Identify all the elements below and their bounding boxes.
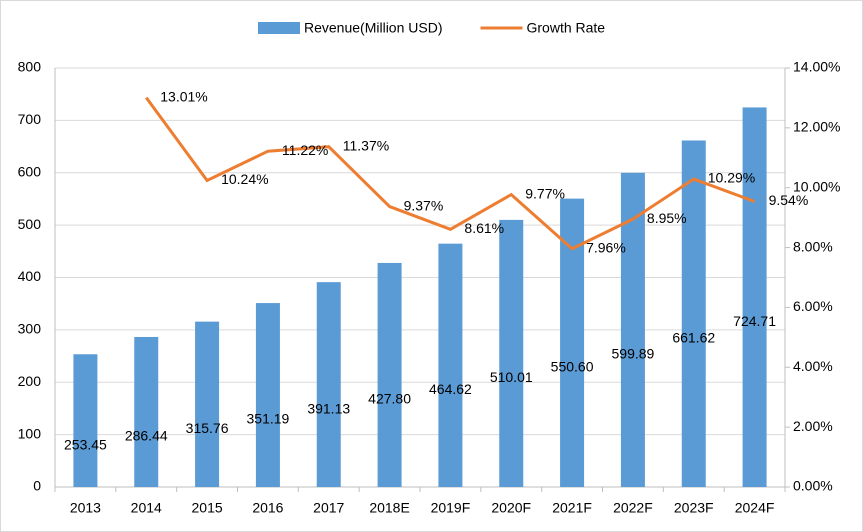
y-tick-label: 400 [18, 268, 42, 284]
data-label: 253.45 [64, 436, 107, 452]
data-label: 391.13 [307, 400, 350, 416]
bar [377, 262, 402, 487]
x-tick-label: 2022F [613, 500, 653, 516]
data-label: 10.24% [221, 171, 268, 187]
data-label: 8.95% [647, 210, 687, 226]
data-label: 724.71 [733, 313, 776, 329]
legend-label: Growth Rate [527, 20, 606, 36]
y2-tick-label: 12.00% [793, 119, 840, 135]
y2-tick-label: 6.00% [793, 298, 833, 314]
y-tick-label: 0 [33, 478, 41, 494]
legend-swatch [258, 22, 300, 34]
x-tick-label: 2020F [491, 500, 531, 516]
data-label: 13.01% [160, 88, 207, 104]
data-label: 7.96% [586, 239, 626, 255]
data-label: 315.76 [186, 420, 229, 436]
data-label: 10.29% [708, 170, 755, 186]
y-tick-label: 800 [18, 59, 42, 75]
y-tick-label: 600 [18, 163, 42, 179]
data-label: 8.61% [464, 220, 504, 236]
data-label: 351.19 [247, 411, 290, 427]
bar [499, 219, 524, 487]
y-tick-label: 700 [18, 111, 42, 127]
bar [438, 243, 463, 487]
data-label: 550.60 [551, 359, 594, 375]
y-tick-label: 100 [18, 425, 42, 441]
data-label: 9.77% [525, 185, 565, 201]
x-tick-label: 2017 [313, 500, 344, 516]
x-tick-label: 2014 [131, 500, 162, 516]
y2-tick-label: 14.00% [793, 59, 840, 75]
bar [316, 282, 341, 487]
y2-tick-label: 8.00% [793, 238, 833, 254]
x-tick-label: 2024F [735, 500, 775, 516]
data-label: 427.80 [368, 391, 411, 407]
x-tick-label: 2016 [252, 500, 283, 516]
x-tick-label: 2015 [192, 500, 223, 516]
bar [255, 303, 280, 487]
legend-label: Revenue(Million USD) [304, 20, 443, 36]
y-tick-label: 300 [18, 321, 42, 337]
x-tick-label: 2018E [369, 500, 409, 516]
data-label: 661.62 [672, 329, 715, 345]
bar [134, 336, 159, 487]
data-label: 599.89 [612, 346, 655, 362]
bar [195, 321, 220, 487]
bar [681, 140, 706, 487]
y2-tick-label: 10.00% [793, 178, 840, 194]
data-label: 9.54% [769, 192, 809, 208]
bar [560, 198, 585, 488]
y2-tick-label: 2.00% [793, 418, 833, 434]
y-tick-label: 200 [18, 373, 42, 389]
y2-tick-label: 4.00% [793, 358, 833, 374]
x-tick-label: 2013 [70, 500, 101, 516]
x-tick-label: 2023F [674, 500, 714, 516]
y-tick-label: 500 [18, 216, 42, 232]
x-tick-label: 2021F [552, 500, 592, 516]
data-label: 11.22% [282, 142, 328, 158]
data-label: 286.44 [125, 428, 168, 444]
line [145, 96, 756, 251]
bar [742, 107, 767, 487]
data-label: 510.01 [490, 369, 533, 385]
data-label: 9.37% [404, 197, 444, 213]
bar [620, 172, 645, 487]
data-label: 464.62 [429, 381, 472, 397]
x-tick-label: 2019F [431, 500, 471, 516]
data-label: 11.37% [343, 137, 389, 153]
y2-tick-label: 0.00% [793, 478, 833, 494]
bar [73, 354, 98, 487]
